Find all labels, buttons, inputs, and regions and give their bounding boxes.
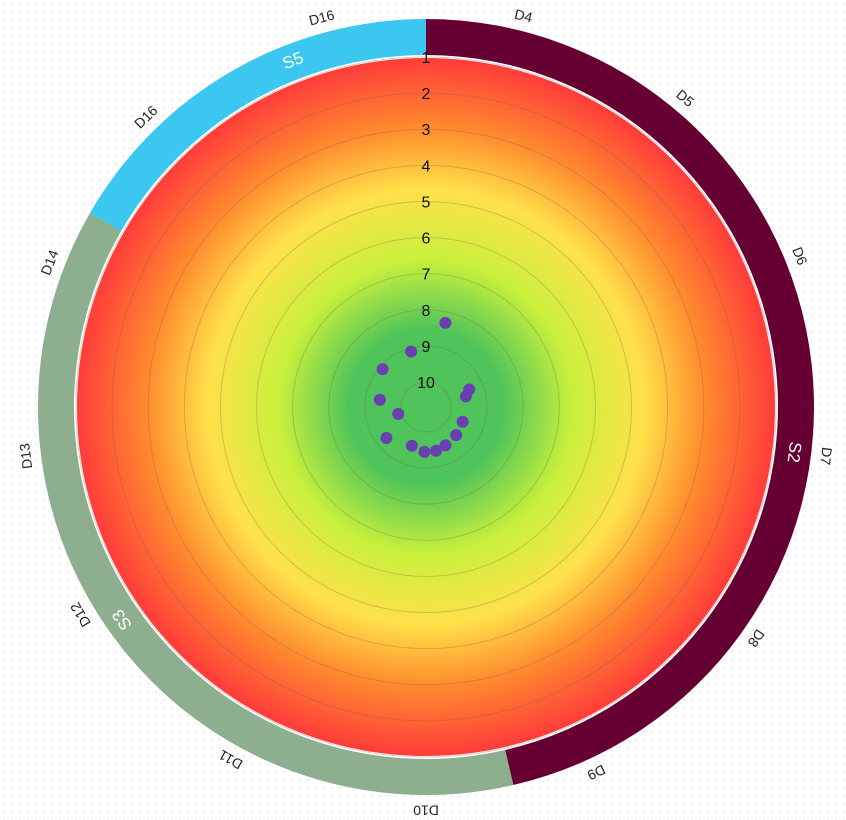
segment-label: D16 xyxy=(307,6,336,28)
data-point xyxy=(439,316,452,329)
segment-label: D13 xyxy=(16,442,35,470)
gridline-ring xyxy=(328,309,524,505)
segment-label: D16 xyxy=(131,102,161,131)
gridline-ring xyxy=(111,92,741,722)
radial-gridlines xyxy=(75,56,777,758)
gridline-ring xyxy=(183,164,669,650)
gridline-ring xyxy=(400,381,452,433)
data-point xyxy=(373,393,386,406)
radial-tick-label: 4 xyxy=(422,158,431,175)
segment-label: D14 xyxy=(37,247,61,277)
segment-label: D5 xyxy=(673,86,697,110)
segment-label: D11 xyxy=(216,747,245,773)
radial-tick-label: 5 xyxy=(422,194,431,211)
data-point xyxy=(405,345,418,358)
data-point xyxy=(376,363,389,376)
radial-tick-label: 6 xyxy=(422,231,431,248)
data-point xyxy=(380,431,393,444)
data-point xyxy=(459,390,472,403)
data-point xyxy=(405,439,418,452)
gridline-ring xyxy=(292,273,560,541)
data-point xyxy=(392,407,405,420)
gridline-ring xyxy=(75,56,777,758)
group-band-layer xyxy=(38,19,814,796)
data-point xyxy=(450,429,463,442)
segment-label: D7 xyxy=(817,446,835,466)
radial-tick-label: 8 xyxy=(422,303,431,320)
gridline-ring xyxy=(364,345,488,469)
segment-label: D8 xyxy=(745,626,768,650)
gridline-ring xyxy=(256,237,596,577)
radial-tick-label: 3 xyxy=(422,122,431,139)
group-band-s3 xyxy=(38,213,514,796)
radial-tick-labels: 1 2 3 4 5 6 7 8 9 10 xyxy=(417,50,435,392)
gridline-ring xyxy=(147,128,705,686)
gridline-ring xyxy=(219,200,633,614)
data-point xyxy=(456,415,469,428)
radial-tick-label: 7 xyxy=(422,267,431,284)
radial-tick-label: 9 xyxy=(422,339,431,356)
group-label-s2: S2 xyxy=(784,441,805,464)
radial-tick-label: 2 xyxy=(422,86,431,103)
radial-tick-label: 10 xyxy=(417,375,435,392)
segment-label: D12 xyxy=(67,599,94,629)
segment-label: D6 xyxy=(789,245,811,268)
data-point xyxy=(418,445,431,458)
radial-tick-label: 1 xyxy=(422,50,431,67)
segment-label: D9 xyxy=(585,761,608,783)
data-points xyxy=(373,316,476,458)
segment-label: D4 xyxy=(513,6,534,26)
group-band-s5 xyxy=(89,19,426,231)
plot-area xyxy=(75,56,777,758)
data-point xyxy=(439,439,452,452)
segment-label: D10 xyxy=(413,802,439,818)
data-point xyxy=(430,444,443,457)
